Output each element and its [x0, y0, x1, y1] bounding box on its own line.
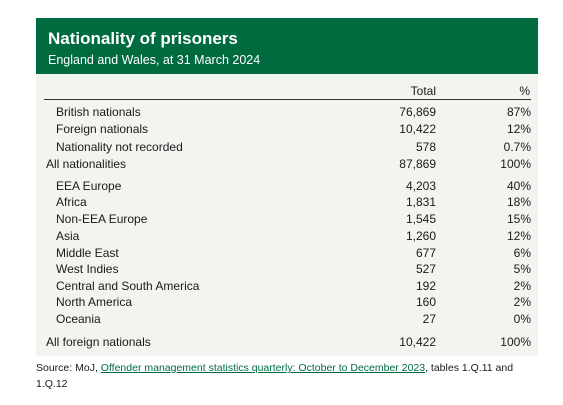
table-row: Central and South America 192 2% — [36, 278, 538, 294]
table-row: Foreign nationals 10,422 12% — [36, 121, 538, 137]
row-label: EEA Europe — [56, 179, 122, 193]
row-label: Oceania — [56, 312, 101, 326]
table-row: Middle East 677 6% — [36, 245, 538, 261]
prisoner-nationality-table: Nationality of prisoners England and Wal… — [36, 18, 538, 356]
row-label: All foreign nationals — [46, 335, 151, 349]
row-percent: 12% — [506, 229, 531, 243]
row-percent: 87% — [506, 105, 531, 119]
table-row: Nationality not recorded 578 0.7% — [36, 139, 538, 155]
table-row: Non-EEA Europe 1,545 15% — [36, 211, 538, 227]
table-row: Asia 1,260 12% — [36, 228, 538, 244]
row-total: 4,203 — [405, 179, 436, 193]
row-label: Nationality not recorded — [56, 140, 183, 154]
row-label: Africa — [56, 195, 87, 209]
source-note: Source: MoJ, Offender management statist… — [36, 360, 536, 392]
table-header: Nationality of prisoners England and Wal… — [36, 18, 538, 74]
row-total: 10,422 — [399, 122, 436, 136]
row-total: 677 — [415, 246, 436, 260]
row-total: 527 — [415, 262, 436, 276]
row-total: 27 — [422, 312, 436, 326]
source-suffix: , tables 1.Q.11 and 1.Q.12 — [36, 362, 514, 390]
row-percent: 0.7% — [503, 140, 531, 154]
row-percent: 2% — [513, 295, 531, 309]
row-percent: 40% — [506, 179, 531, 193]
row-total: 10,422 — [399, 335, 436, 349]
row-percent: 6% — [513, 246, 531, 260]
row-label: British nationals — [56, 105, 141, 119]
row-total: 578 — [415, 140, 436, 154]
source-prefix: Source: MoJ, — [36, 362, 101, 374]
row-label: North America — [56, 295, 133, 309]
table-row: North America 160 2% — [36, 294, 538, 310]
row-label: Foreign nationals — [56, 122, 149, 136]
column-header-percent: % — [519, 84, 530, 98]
row-total: 1,545 — [405, 212, 436, 226]
row-percent: 0% — [513, 312, 531, 326]
row-total: 1,831 — [405, 195, 436, 209]
row-percent: 100% — [500, 157, 531, 171]
row-percent: 2% — [513, 279, 531, 293]
row-label: Middle East — [56, 246, 119, 260]
table-row: British nationals 76,869 87% — [36, 104, 538, 120]
row-label: West Indies — [56, 262, 119, 276]
row-percent: 18% — [506, 195, 531, 209]
row-label: All nationalities — [46, 157, 127, 171]
table-row: All nationalities 87,869 100% — [36, 156, 538, 172]
row-label: Asia — [56, 229, 80, 243]
row-total: 87,869 — [399, 157, 436, 171]
table-subtitle: England and Wales, at 31 March 2024 — [48, 53, 261, 67]
header-rule — [44, 99, 531, 100]
row-label: Central and South America — [56, 279, 200, 293]
table-row: All foreign nationals 10,422 100% — [36, 334, 538, 350]
column-header-total: Total — [410, 84, 436, 98]
row-percent: 100% — [500, 335, 531, 349]
row-label: Non-EEA Europe — [56, 212, 148, 226]
row-total: 160 — [415, 295, 436, 309]
row-total: 1,260 — [405, 229, 436, 243]
row-percent: 12% — [506, 122, 531, 136]
table-row: Africa 1,831 18% — [36, 194, 538, 210]
table-row: West Indies 527 5% — [36, 261, 538, 277]
table-row: Oceania 27 0% — [36, 311, 538, 327]
source-link[interactable]: Offender management statistics quarterly… — [100, 362, 426, 374]
row-total: 76,869 — [399, 105, 436, 119]
table-title: Nationality of prisoners — [48, 29, 238, 48]
row-percent: 15% — [506, 212, 531, 226]
table-row: EEA Europe 4,203 40% — [36, 178, 538, 194]
row-percent: 5% — [513, 262, 531, 276]
row-total: 192 — [415, 279, 436, 293]
